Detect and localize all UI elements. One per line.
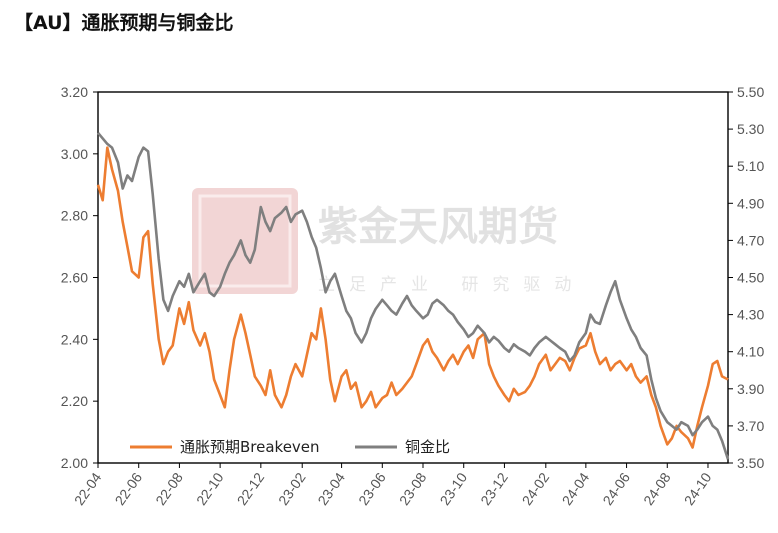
right-tick-label: 3.50 (737, 455, 764, 471)
right-tick-label: 5.50 (737, 84, 764, 100)
series-copper-gold-line (97, 131, 730, 460)
x-tick-label: 23-04 (314, 469, 348, 508)
legend-label-ratio: 铜金比 (405, 438, 450, 456)
series-layer (96, 131, 730, 460)
right-tick-label: 4.30 (737, 307, 764, 323)
left-tick-label: 3.00 (61, 146, 88, 162)
x-tick-label: 24-08 (640, 469, 674, 508)
x-tick-label: 24-04 (559, 469, 593, 508)
left-tick-label: 2.60 (61, 270, 88, 286)
left-tick-label: 2.40 (61, 331, 88, 347)
left-tick-label: 2.80 (61, 208, 88, 224)
right-tick-label: 4.90 (737, 195, 764, 211)
x-tick-label: 23-12 (477, 469, 511, 508)
x-tick-label: 23-06 (355, 469, 389, 508)
x-tick-label: 22-06 (112, 469, 146, 508)
x-tick-label: 24-10 (681, 469, 715, 508)
watermark-seal (192, 188, 298, 294)
watermark: 紫金天风期货 立足产业 研究驱动 (192, 188, 585, 295)
x-tick-label: 22-08 (152, 469, 186, 508)
left-tick-label: 3.20 (61, 84, 88, 100)
x-tick-label: 23-10 (437, 469, 471, 508)
watermark-slogan: 立足产业 研究驱动 (318, 275, 585, 295)
x-tick-label: 22-12 (234, 469, 268, 508)
left-tick-label: 2.20 (61, 393, 88, 409)
right-tick-label: 5.30 (737, 121, 764, 137)
left-axis: 2.00 2.20 2.40 2.60 2.80 3.00 3.20 (61, 84, 98, 471)
right-tick-label: 3.70 (737, 418, 764, 434)
x-tick-label: 22-04 (71, 469, 105, 508)
x-tick-label: 22-10 (193, 469, 227, 508)
legend: 通胀预期Breakeven 铜金比 (130, 438, 450, 456)
right-tick-label: 5.10 (737, 158, 764, 174)
right-tick-label: 3.90 (737, 381, 764, 397)
right-tick-label: 4.50 (737, 270, 764, 286)
left-tick-label: 2.00 (61, 455, 88, 471)
watermark-brand: 紫金天风期货 (318, 204, 558, 250)
chart-title: 【AU】通胀预期与铜金比 (14, 12, 234, 34)
x-tick-label: 23-08 (396, 469, 430, 508)
x-tick-label: 23-02 (275, 469, 309, 508)
x-tick-label: 24-02 (519, 469, 553, 508)
series-breakeven-line (96, 146, 729, 449)
right-tick-label: 4.70 (737, 232, 764, 248)
x-tick-label: 24-06 (599, 469, 633, 508)
legend-label-breakeven: 通胀预期Breakeven (180, 438, 320, 456)
right-tick-label: 4.10 (737, 344, 764, 360)
right-axis: 3.50 3.70 3.90 4.10 4.30 4.50 4.70 4.90 5.10 5.30… (728, 84, 764, 471)
x-axis: 22-04 22-06 22-08 22-10 22-12 23-02 23-04 23-06… (71, 463, 715, 508)
